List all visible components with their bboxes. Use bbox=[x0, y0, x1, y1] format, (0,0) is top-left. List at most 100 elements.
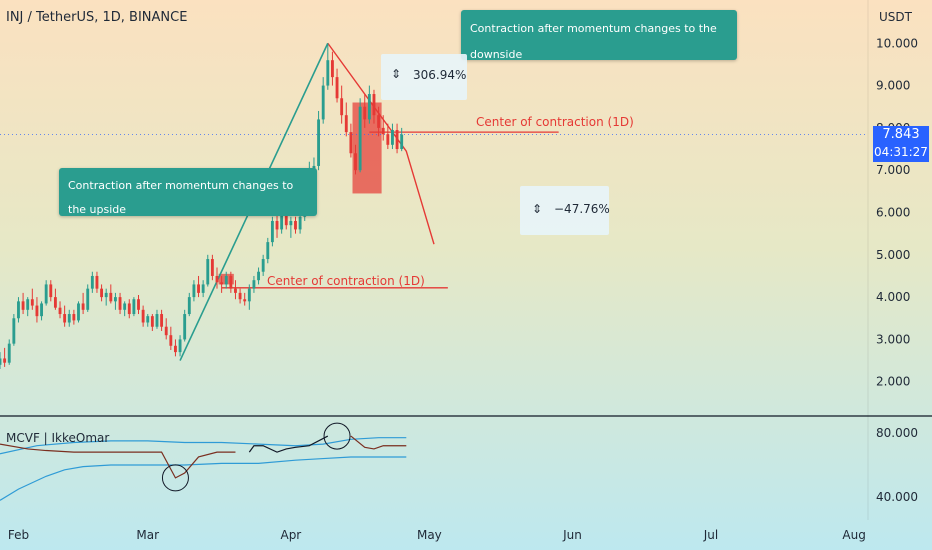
candle-body bbox=[289, 220, 293, 226]
candle-body bbox=[49, 284, 53, 298]
price-tick-label: 2.000 bbox=[876, 375, 910, 389]
time-tick-label: Feb bbox=[8, 528, 29, 542]
osc-highlight-low bbox=[161, 464, 189, 492]
candle-body bbox=[210, 259, 214, 276]
osc-tick-label: 80.000 bbox=[876, 426, 918, 440]
price-tick-label: 5.000 bbox=[876, 248, 910, 262]
price-tick-label: 7.000 bbox=[876, 163, 910, 177]
time-tick-label: Jul bbox=[703, 528, 718, 542]
candle-body bbox=[238, 292, 242, 300]
bar-countdown: 04:31:27 bbox=[874, 145, 928, 159]
candle-body bbox=[30, 299, 34, 306]
candle-body bbox=[192, 284, 196, 298]
candle-body bbox=[109, 292, 113, 302]
candle-body bbox=[386, 134, 390, 145]
time-tick-label: Mar bbox=[136, 528, 159, 542]
candle-body bbox=[178, 339, 182, 353]
candle-body bbox=[44, 284, 48, 304]
last-price-tag: 7.843 04:31:27 bbox=[873, 126, 929, 162]
candle-body bbox=[187, 297, 191, 315]
candle-body bbox=[150, 316, 154, 327]
candle-body bbox=[174, 345, 177, 353]
candle-body bbox=[266, 242, 270, 260]
candle-body bbox=[280, 212, 284, 230]
candle-body bbox=[220, 282, 224, 285]
candle-body bbox=[12, 318, 16, 344]
candle-body bbox=[284, 212, 288, 226]
time-tick-label: Jun bbox=[562, 528, 582, 542]
candle-body bbox=[321, 85, 325, 120]
candle-body bbox=[247, 288, 251, 302]
candle-body bbox=[358, 106, 362, 171]
osc-lower-band bbox=[0, 456, 407, 501]
price-tick-label: 6.000 bbox=[876, 206, 910, 220]
candle-body bbox=[294, 220, 297, 230]
candle-body bbox=[164, 326, 168, 336]
candle-body bbox=[326, 60, 330, 86]
tooltip-upside[interactable]: Contraction after momentum changes to th… bbox=[59, 168, 317, 216]
candle-body bbox=[243, 299, 247, 302]
measure-down-value: −47.76% bbox=[554, 202, 610, 216]
candle-body bbox=[330, 60, 334, 78]
candle-body bbox=[391, 130, 394, 145]
trendline-down bbox=[327, 42, 435, 245]
candle-body bbox=[261, 259, 265, 272]
candle-body bbox=[7, 343, 11, 363]
candle-body bbox=[377, 115, 381, 128]
candle-body bbox=[100, 288, 104, 298]
osc-line-mid bbox=[248, 435, 329, 453]
time-tick-label: May bbox=[417, 528, 442, 542]
measure-arrow-icon: ⇕ bbox=[532, 202, 543, 216]
candle-body bbox=[146, 316, 150, 323]
candle-body bbox=[215, 275, 219, 283]
candle-body bbox=[183, 314, 187, 340]
candle-body bbox=[63, 314, 67, 323]
candle-body bbox=[400, 134, 404, 150]
candle-body bbox=[317, 119, 321, 166]
measure-box-down[interactable]: ⇕ −47.76% bbox=[520, 186, 610, 235]
candle-body bbox=[252, 280, 256, 289]
candle-body bbox=[229, 275, 233, 289]
candle-body bbox=[3, 358, 7, 363]
candle-body bbox=[137, 299, 140, 310]
candle-body bbox=[26, 299, 30, 310]
candle-body bbox=[367, 94, 371, 120]
contraction-zone bbox=[352, 102, 382, 194]
measure-box-up[interactable]: ⇕ 306.94% bbox=[381, 54, 467, 100]
candle-body bbox=[363, 106, 367, 120]
candle-body bbox=[257, 271, 260, 281]
candle-body bbox=[53, 297, 57, 308]
candle-body bbox=[169, 335, 173, 346]
indicator-label[interactable]: MCVF | IkkeOmar bbox=[6, 431, 110, 445]
candle-body bbox=[58, 307, 62, 315]
osc-highlight-high bbox=[323, 422, 351, 450]
candle-body bbox=[372, 94, 376, 116]
tooltip-downside[interactable]: Contraction after momentum changes to th… bbox=[461, 10, 737, 61]
osc-upper-band bbox=[0, 437, 407, 455]
currency-label: USDT bbox=[879, 10, 912, 24]
candle-body bbox=[335, 77, 339, 99]
candle-body bbox=[344, 115, 348, 133]
candle-body bbox=[118, 297, 122, 310]
candle-body bbox=[270, 220, 274, 243]
symbol-title: INJ / TetherUS, 1D, BINANCE bbox=[6, 10, 188, 25]
candle-body bbox=[17, 301, 20, 319]
candle-body bbox=[381, 127, 385, 135]
center-label-lower: Center of contraction (1D) bbox=[267, 274, 425, 288]
candle-body bbox=[67, 314, 71, 323]
time-tick-label: Aug bbox=[842, 528, 865, 542]
candle-body bbox=[395, 130, 399, 150]
price-tick-label: 10.000 bbox=[876, 36, 918, 50]
candle-body bbox=[340, 98, 344, 116]
candle-body bbox=[35, 305, 39, 317]
candle-body bbox=[132, 299, 136, 315]
candle-body bbox=[354, 153, 357, 171]
candle-body bbox=[123, 303, 127, 310]
candle-body bbox=[72, 314, 76, 321]
osc-line-late bbox=[350, 435, 407, 450]
candle-body bbox=[90, 275, 94, 289]
osc-line-early bbox=[0, 443, 236, 479]
candle-body bbox=[81, 303, 85, 310]
center-label-upper: Center of contraction (1D) bbox=[476, 115, 634, 129]
